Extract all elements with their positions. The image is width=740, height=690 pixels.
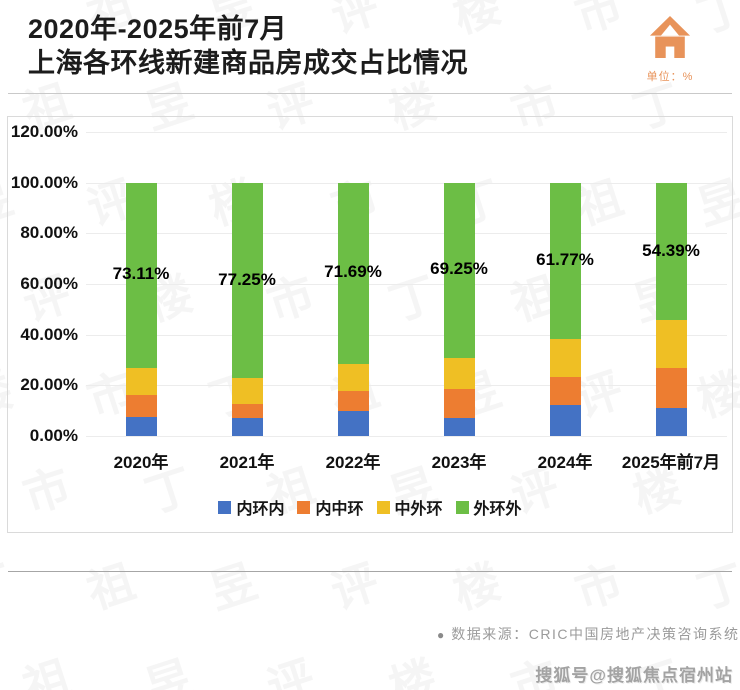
bar-segment-内中环-2021年 — [231, 403, 263, 418]
chart-panel: 0.00% 20.00% 40.00% 60.00% 80.00% 100.00% 120.… — [7, 116, 733, 533]
title-line-1: 2020年-2025年前7月 — [28, 14, 288, 44]
x-axis-label-2022年: 2022年 — [325, 453, 381, 472]
legend-label: 外环外 — [473, 501, 522, 518]
legend-swatch-icon — [297, 500, 311, 514]
x-axis-label-2024年: 2024年 — [537, 453, 593, 472]
data-label-2021年: 77.25% — [218, 269, 276, 289]
unit-label: 单位：% — [646, 71, 694, 83]
bar-segment-中外环-2025年前7月 — [655, 320, 687, 369]
data-label-2023年: 69.25% — [430, 259, 488, 279]
bar-segment-内环内-2020年 — [125, 416, 157, 436]
y-axis-tick-0: 0.00% — [29, 426, 78, 445]
bar-segment-内中环-2020年 — [125, 395, 157, 417]
y-axis-tick-100: 100.00% — [10, 172, 78, 192]
bar-segment-外环外-2023年 — [443, 182, 475, 359]
watermark-glyph: 楼 — [383, 651, 443, 690]
plot-area: 0.00% 20.00% 40.00% 60.00% 80.00% 100.00% 120.… — [8, 117, 732, 532]
gridline-80 — [86, 233, 727, 235]
legend-label: 中外环 — [394, 501, 443, 518]
y-axis-tick-60: 60.00% — [20, 274, 78, 293]
watermark-glyph: 祖 — [81, 555, 141, 619]
bar-segment-中外环-2020年 — [125, 367, 157, 396]
legend-swatch-icon — [218, 500, 232, 514]
y-axis-tick-120: 120.00% — [10, 122, 78, 141]
watermark-glyph: 丁 — [0, 0, 19, 43]
source-text: 数据来源：CRIC中国房地产决策咨询系统 — [451, 626, 740, 642]
data-source-note: ● 数据来源：CRIC中国房地产决策咨询系统 — [437, 624, 739, 644]
legend-item-外环外: 外环外 — [455, 495, 522, 519]
data-label-2025年前7月: 54.39% — [642, 240, 700, 260]
bar-segment-中外环-2023年 — [443, 358, 475, 389]
x-axis-label-2021年: 2021年 — [219, 453, 275, 472]
bar-segment-外环外-2025年前7月 — [655, 182, 687, 321]
sohu-watermark-badge: 搜狐号@搜狐焦点宿州站 — [535, 666, 733, 685]
gridline-20 — [86, 385, 727, 387]
bar-segment-内环内-2025年前7月 — [655, 408, 687, 436]
x-axis-label-2023年: 2023年 — [431, 453, 487, 472]
legend-label: 内环内 — [236, 501, 285, 518]
gridline-120 — [86, 132, 727, 133]
legend-item-内中环: 内中环 — [297, 495, 364, 519]
bar-segment-外环外-2020年 — [125, 182, 157, 368]
data-label-2020年: 73.11% — [112, 264, 170, 284]
house-icon — [649, 16, 691, 58]
data-label-2024年: 61.77% — [536, 249, 594, 269]
bar-segment-中外环-2024年 — [549, 339, 581, 377]
bar-segment-外环外-2022年 — [337, 182, 369, 365]
y-axis-tick-20: 20.00% — [20, 375, 78, 395]
unit-block: 单位：% — [638, 14, 702, 84]
bar-segment-外环外-2024年 — [549, 182, 581, 340]
data-label-2022年: 71.69% — [324, 262, 382, 282]
x-axis-label-2020年: 2020年 — [113, 453, 169, 472]
watermark-glyph: 评 — [261, 651, 321, 690]
chart-legend: 内环内 内中环 中外环 外环外 — [8, 495, 732, 519]
gridline-0 — [86, 436, 727, 437]
legend-item-内环内: 内环内 — [218, 495, 284, 519]
bar-segment-内环内-2022年 — [337, 410, 369, 436]
bar-segment-外环外-2021年 — [231, 182, 263, 379]
bar-segment-内环内-2023年 — [443, 418, 475, 436]
bar-segment-中外环-2022年 — [337, 364, 369, 391]
page-title: 2020年-2025年前7月 上海各环线新建商品房成交占比情况 — [28, 12, 712, 80]
watermark-glyph: 昱 — [139, 651, 199, 690]
bullet-icon: ● — [437, 628, 445, 642]
legend-label: 内中环 — [315, 501, 364, 518]
watermark-glyph: 祖 — [17, 651, 77, 690]
y-axis-tick-40: 40.00% — [20, 324, 78, 344]
bar-segment-内中环-2022年 — [337, 390, 369, 411]
legend-item-中外环: 中外环 — [376, 495, 443, 519]
gridline-100 — [86, 182, 727, 184]
y-axis-tick-80: 80.00% — [20, 223, 78, 243]
watermark-glyph: 丁 — [691, 555, 740, 619]
header-divider — [8, 93, 732, 94]
bar-segment-中外环-2021年 — [231, 378, 263, 404]
bar-segment-内环内-2024年 — [549, 404, 581, 436]
title-line-2: 上海各环线新建商品房成交占比情况 — [28, 48, 468, 78]
legend-swatch-icon — [455, 500, 469, 514]
watermark-glyph: 丁 — [0, 555, 19, 619]
bar-segment-内中环-2024年 — [549, 376, 581, 405]
header: 2020年-2025年前7月 上海各环线新建商品房成交占比情况 单位：% — [28, 12, 712, 83]
watermark-glyph: 市 — [569, 555, 629, 619]
gridline-40 — [86, 334, 727, 336]
legend-swatch-icon — [376, 500, 390, 514]
section-divider — [8, 571, 732, 572]
watermark-glyph: 昱 — [203, 555, 263, 619]
bar-segment-内中环-2025年前7月 — [655, 368, 687, 409]
watermark-glyph: 评 — [325, 555, 385, 619]
watermark-glyph: 楼 — [447, 555, 507, 619]
gridline-60 — [86, 284, 727, 285]
bar-segment-内中环-2023年 — [443, 388, 475, 418]
bar-segment-内环内-2021年 — [231, 417, 263, 436]
x-axis-label-2025年前7月: 2025年前7月 — [621, 453, 721, 472]
